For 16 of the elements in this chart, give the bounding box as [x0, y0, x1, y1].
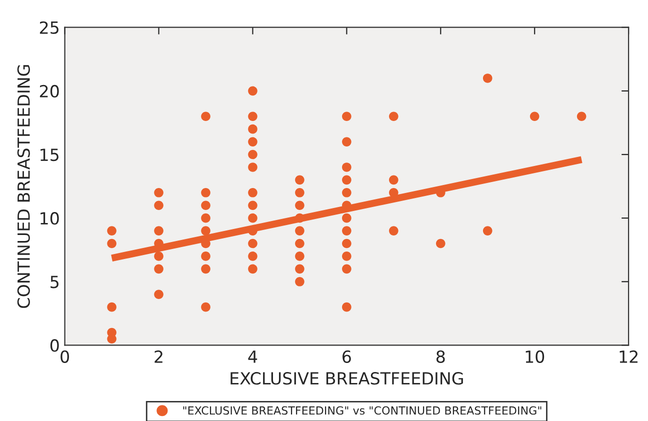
y-tick-label: 25: [40, 21, 58, 34]
x-tick-label: 4: [248, 350, 258, 363]
x-tick-label: 6: [342, 350, 351, 363]
x-tick-label: 0: [60, 350, 69, 363]
y-axis-title: CONTINUED BREASTFEEDING: [17, 65, 30, 308]
x-tick-label: 10: [526, 350, 544, 363]
y-tick-label: 20: [40, 84, 59, 98]
y-tick-label: 10: [40, 212, 59, 225]
legend-label: "EXCLUSIVE BREASTFEEDING" vs "CONTINUED BREASTFEEDING": [183, 406, 542, 415]
x-axis-title: EXCLUSIVE BREASTFEEDING: [230, 372, 463, 385]
x-tick-label: 2: [154, 350, 162, 363]
x-tick-label: 8: [436, 350, 445, 363]
y-tick-label: 15: [40, 148, 58, 162]
x-tick-label: 12: [620, 350, 638, 363]
y-tick-label: 0: [50, 339, 59, 352]
y-tick-label: 5: [50, 276, 58, 288]
